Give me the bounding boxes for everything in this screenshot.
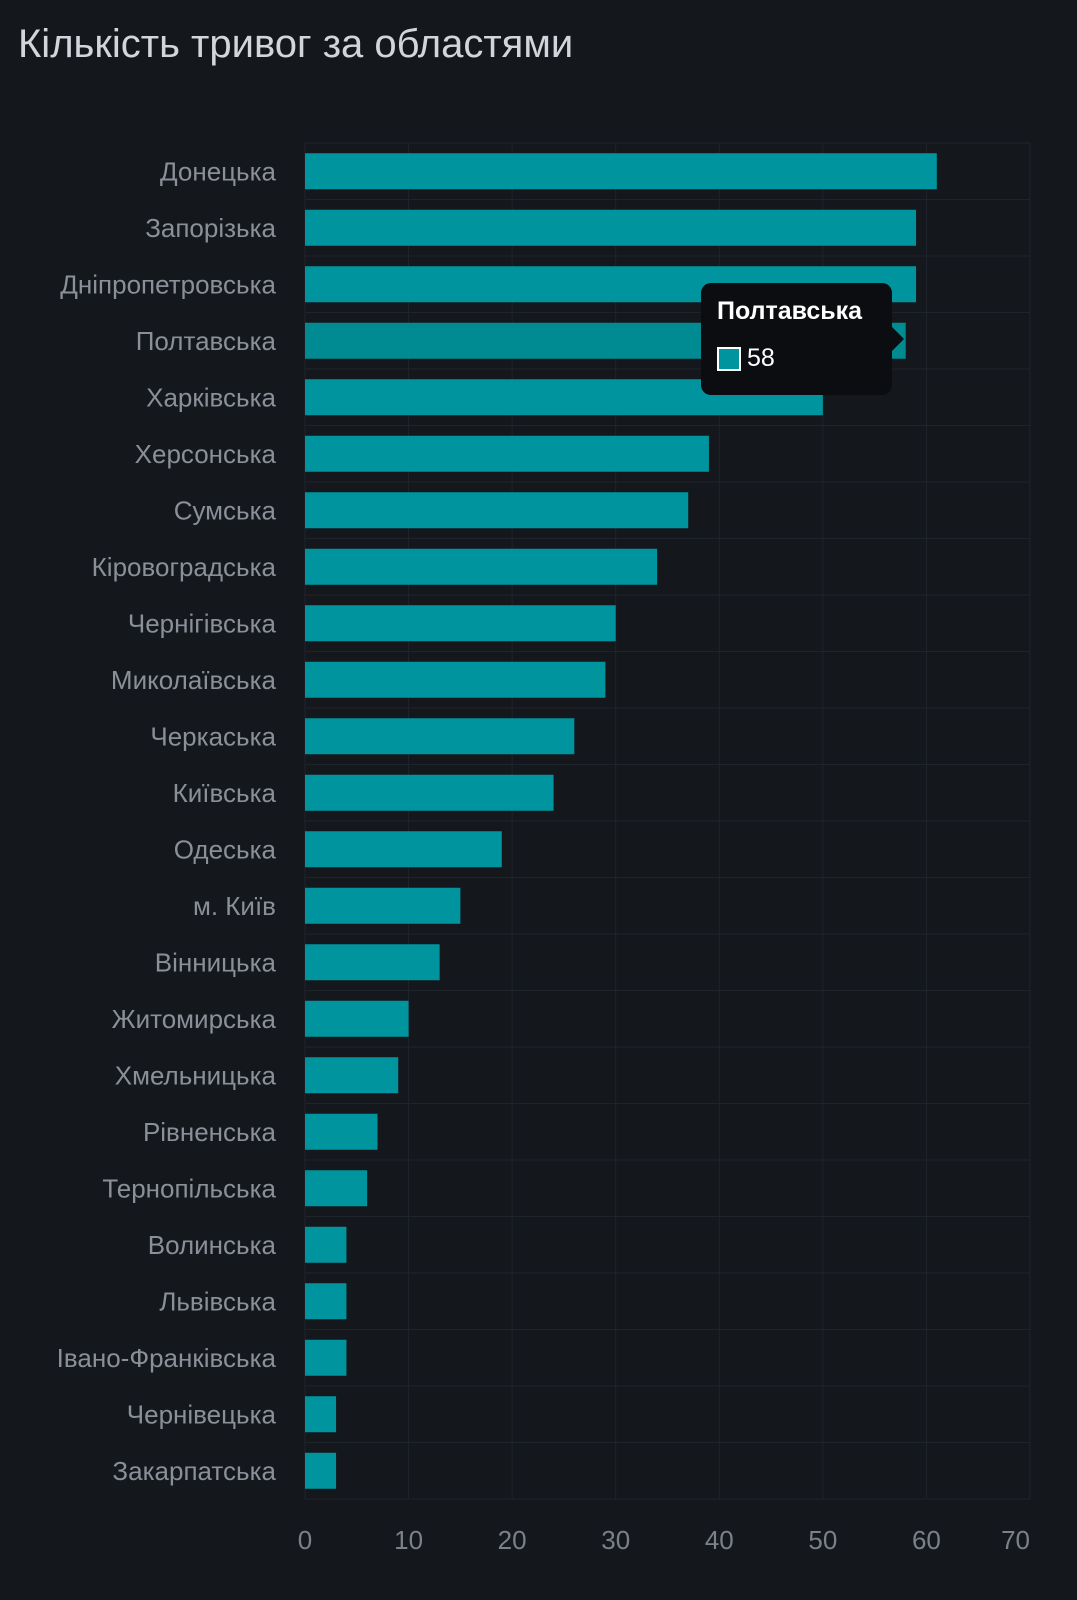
bar[interactable]	[305, 1000, 409, 1037]
category-label: Волинська	[148, 1230, 277, 1260]
x-tick-label: 30	[601, 1525, 630, 1555]
category-label: Одеська	[174, 834, 277, 864]
bar[interactable]	[305, 718, 575, 755]
category-label: Львівська	[159, 1286, 276, 1316]
category-label: Вінницька	[155, 947, 277, 977]
x-tick-label: 70	[1001, 1525, 1030, 1555]
bar[interactable]	[305, 1396, 337, 1433]
x-tick-label: 40	[705, 1525, 734, 1555]
bar[interactable]	[305, 209, 917, 246]
x-tick-label: 0	[298, 1525, 312, 1555]
bar[interactable]	[305, 1170, 368, 1207]
bar[interactable]	[305, 605, 616, 642]
category-labels: Донецька Запорізька Дніпропетровська Полтав…	[57, 156, 277, 1486]
category-label: Київська	[173, 778, 277, 808]
bar[interactable]	[305, 1283, 347, 1320]
category-label: Миколаївська	[111, 665, 277, 695]
bar[interactable]	[305, 492, 689, 529]
chart-title: Кількість тривог за областями	[18, 22, 574, 66]
category-label: Запорізька	[145, 213, 276, 243]
category-label: Івано-Франківська	[57, 1343, 277, 1373]
category-label: Полтавська	[136, 326, 277, 356]
tooltip-swatch	[717, 346, 741, 371]
x-tick-label: 60	[912, 1525, 941, 1555]
tooltip-row: 58	[717, 344, 876, 373]
category-label: Черкаська	[150, 721, 276, 751]
category-label: Чернігівська	[128, 608, 277, 638]
bar[interactable]	[305, 831, 502, 868]
bar[interactable]	[305, 661, 606, 698]
category-label: Житомирська	[112, 1004, 277, 1034]
category-label: Херсонська	[135, 439, 277, 469]
category-label: Харківська	[146, 382, 276, 412]
tooltip: Полтавська 58	[701, 283, 904, 395]
bar[interactable]	[305, 1339, 347, 1376]
bar[interactable]	[305, 774, 554, 811]
category-label: Кіровоградська	[92, 552, 277, 582]
category-label: Дніпропетровська	[60, 269, 276, 299]
x-tick-label: 20	[498, 1525, 527, 1555]
category-label: м. Київ	[193, 891, 276, 921]
category-label: Тернопільська	[102, 1173, 276, 1203]
category-label: Чернівецька	[127, 1399, 277, 1429]
category-label: Донецька	[160, 156, 277, 186]
bar[interactable]	[305, 548, 658, 585]
bar[interactable]	[305, 153, 937, 190]
category-label: Закарпатська	[112, 1456, 276, 1486]
x-axis-tick-labels: 0 10 20 30 40 50 60 70	[298, 1525, 1030, 1555]
x-tick-label: 10	[394, 1525, 423, 1555]
tooltip-value: 58	[747, 344, 775, 372]
bar[interactable]	[305, 1113, 378, 1150]
x-tick-label: 50	[808, 1525, 837, 1555]
bar[interactable]	[305, 1452, 337, 1489]
bar[interactable]	[305, 1057, 399, 1094]
grid-lines	[304, 142, 1031, 1500]
category-label: Рівненська	[143, 1117, 277, 1147]
bar[interactable]	[305, 944, 440, 981]
bar[interactable]	[305, 435, 709, 472]
tooltip-title: Полтавська	[717, 297, 863, 325]
category-label: Сумська	[174, 495, 277, 525]
bar[interactable]	[305, 887, 461, 924]
category-label: Хмельницька	[115, 1060, 277, 1090]
bar[interactable]	[305, 1226, 347, 1263]
